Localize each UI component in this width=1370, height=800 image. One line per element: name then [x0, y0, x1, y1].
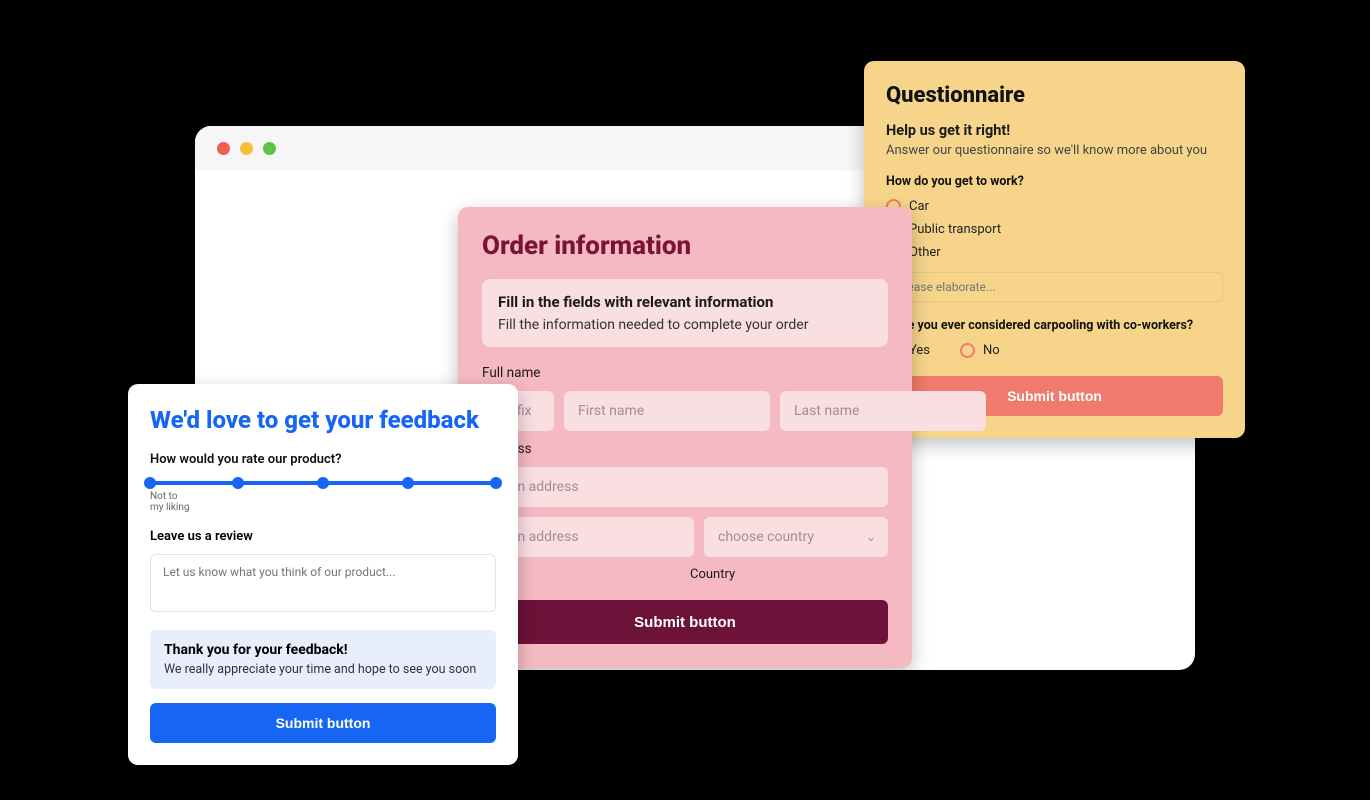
- radio-option-car[interactable]: Car: [886, 199, 1223, 214]
- slider-stop[interactable]: [490, 477, 502, 489]
- last-name-input[interactable]: [780, 391, 986, 431]
- elaborate-input[interactable]: [886, 272, 1223, 302]
- order-title: Order information: [482, 231, 888, 261]
- radio-label: Public transport: [909, 222, 1001, 237]
- first-name-input[interactable]: [564, 391, 770, 431]
- close-icon[interactable]: [217, 142, 230, 155]
- radio-label: Yes: [909, 343, 930, 358]
- order-intro-subtitle: Fill the information needed to complete …: [498, 317, 872, 333]
- slider-stop[interactable]: [144, 477, 156, 489]
- address-input[interactable]: [482, 467, 888, 507]
- questionnaire-card: Questionnaire Help us get it right! Answ…: [864, 61, 1245, 438]
- minimize-icon[interactable]: [240, 142, 253, 155]
- radio-label: No: [983, 343, 1000, 358]
- questionnaire-description: Answer our questionnaire so we'll know m…: [886, 143, 1223, 158]
- question-1-label: How do you get to work?: [886, 174, 1223, 189]
- radio-option-no[interactable]: No: [960, 343, 1000, 358]
- thanks-subtitle: We really appreciate your time and hope …: [164, 662, 482, 677]
- maximize-icon[interactable]: [263, 142, 276, 155]
- radio-option-public-transport[interactable]: Public transport: [886, 222, 1223, 237]
- country-select[interactable]: [704, 517, 888, 557]
- slider-stop[interactable]: [402, 477, 414, 489]
- questionnaire-subtitle: Help us get it right!: [886, 122, 1223, 139]
- radio-option-other[interactable]: Other: [886, 245, 1223, 260]
- submit-button[interactable]: Submit button: [150, 703, 496, 743]
- radio-icon: [960, 343, 975, 358]
- questionnaire-title: Questionnaire: [886, 83, 1223, 108]
- review-textarea[interactable]: [150, 554, 496, 612]
- order-card: Order information Fill in the fields wit…: [458, 207, 912, 668]
- rating-question: How would you rate our product?: [150, 452, 496, 467]
- full-name-label: Full name: [482, 365, 888, 381]
- submit-button[interactable]: Submit button: [482, 600, 888, 644]
- slider-label-low: Not to my liking: [150, 491, 189, 513]
- feedback-title: We'd love to get your feedback: [150, 406, 496, 434]
- review-label: Leave us a review: [150, 529, 496, 544]
- slider-stop[interactable]: [317, 477, 329, 489]
- radio-label: Other: [909, 245, 941, 260]
- order-intro-box: Fill in the fields with relevant informa…: [482, 279, 888, 347]
- country-sublabel: Country: [690, 567, 888, 582]
- feedback-card: We'd love to get your feedback How would…: [128, 384, 518, 765]
- question-2-label: Have you ever considered carpooling with…: [886, 318, 1223, 333]
- rating-slider[interactable]: [150, 481, 496, 485]
- address-label: Address: [482, 441, 888, 457]
- thanks-title: Thank you for your feedback!: [164, 642, 482, 658]
- slider-stop[interactable]: [232, 477, 244, 489]
- order-intro-title: Fill in the fields with relevant informa…: [498, 293, 872, 311]
- radio-label: Car: [909, 199, 929, 214]
- thanks-box: Thank you for your feedback! We really a…: [150, 630, 496, 689]
